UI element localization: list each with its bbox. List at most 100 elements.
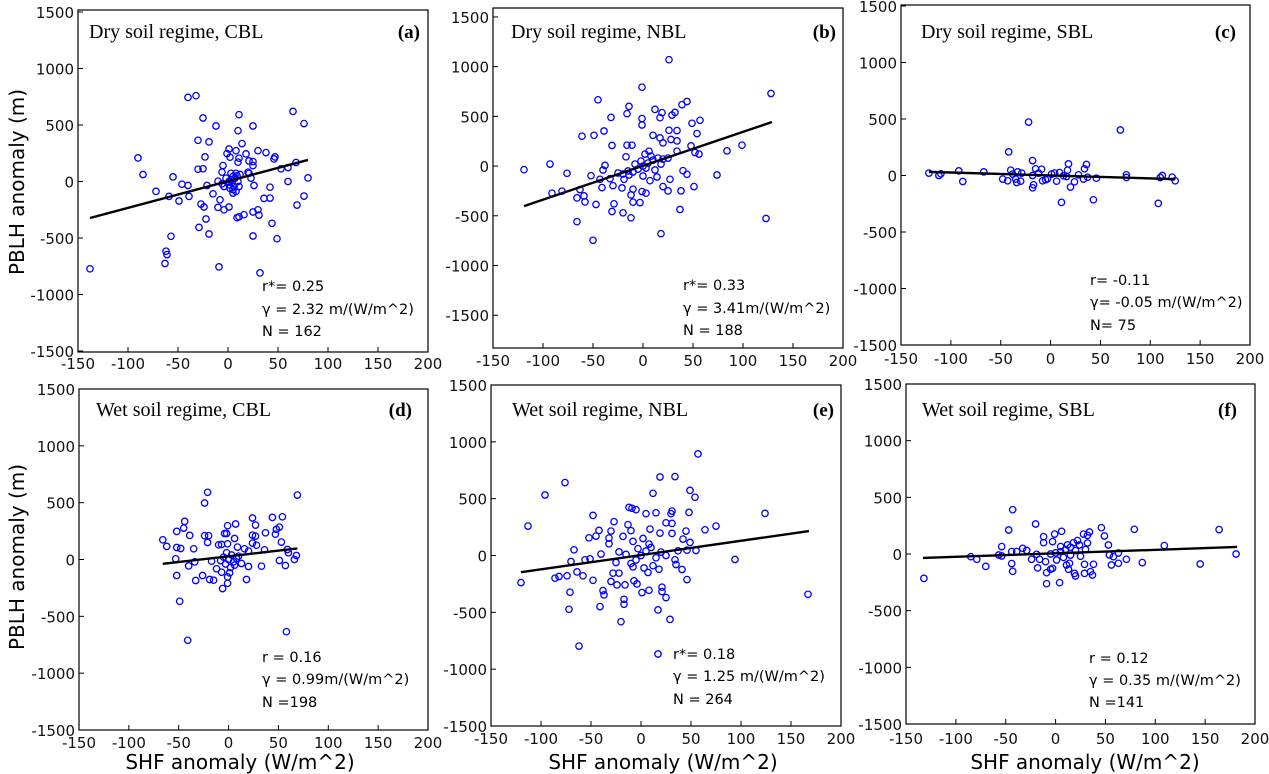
data-point [185, 531, 194, 540]
y-tick-label: -1000 [30, 287, 74, 305]
data-point [804, 590, 812, 599]
data-point [738, 141, 746, 150]
y-tick-label: 1500 [449, 377, 487, 395]
data-point [163, 250, 171, 259]
data-point [673, 126, 681, 135]
data-point [260, 194, 268, 203]
data-point [200, 203, 208, 211]
data-point [654, 650, 662, 658]
data-point [997, 542, 1006, 551]
data-point [262, 148, 270, 157]
data-point [226, 563, 235, 572]
x-tick-label: 50 [268, 355, 287, 373]
data-point [642, 189, 650, 198]
data-point [620, 600, 628, 609]
data-point [605, 539, 613, 548]
data-point [668, 529, 676, 538]
data-point [230, 561, 239, 570]
data-point [638, 121, 646, 129]
data-point [1116, 126, 1125, 134]
data-point [275, 523, 284, 531]
stat-annotation: r= -0.11 [1090, 273, 1150, 289]
data-point [621, 581, 629, 589]
data-point [185, 192, 193, 201]
data-point [268, 513, 277, 522]
x-tick-label: 100 [314, 355, 343, 373]
data-point [1042, 579, 1051, 588]
data-point [613, 581, 621, 589]
data-point [657, 229, 665, 238]
x-tick-label: -100 [526, 352, 560, 370]
data-point [652, 553, 660, 562]
data-point [223, 579, 232, 588]
y-tick-label: -500 [41, 608, 75, 626]
y-tick-label: -1500 [858, 716, 902, 734]
data-point [619, 208, 627, 217]
data-point [587, 171, 595, 180]
data-point [1196, 560, 1205, 568]
data-point [683, 97, 691, 106]
data-point [685, 508, 693, 517]
data-point [1024, 118, 1033, 126]
data-point [304, 174, 312, 182]
regression-line [922, 545, 1238, 560]
data-point [1059, 553, 1068, 562]
x-tick-label: -100 [112, 734, 146, 752]
y-tick-label: 1000 [37, 438, 75, 456]
data-point [731, 555, 739, 564]
data-point [161, 259, 169, 268]
stat-annotation: N =141 [1089, 695, 1144, 711]
data-point [666, 175, 674, 184]
data-point [645, 586, 653, 595]
data-point [575, 642, 583, 650]
x-tick-label: 100 [314, 734, 343, 752]
data-point [762, 214, 770, 223]
panel-title: Dry soil regime, SBL [921, 21, 1093, 43]
data-point [667, 135, 675, 144]
data-point [628, 504, 636, 513]
data-point [639, 534, 647, 543]
y-tick-label: 1500 [859, 0, 897, 16]
data-point [646, 525, 654, 533]
data-point [664, 187, 672, 195]
data-point [189, 544, 198, 553]
data-point [172, 543, 181, 552]
x-tick-label: 0 [636, 730, 646, 748]
data-point [688, 119, 696, 128]
data-point [605, 534, 613, 542]
data-point [248, 514, 257, 522]
data-point [201, 153, 209, 161]
data-point [979, 168, 988, 176]
data-point [200, 531, 209, 540]
data-point [592, 200, 600, 209]
stat-annotation: r = 0.16 [262, 650, 322, 666]
data-point [615, 548, 623, 556]
data-point [597, 550, 605, 558]
x-tick-label: 50 [1091, 350, 1110, 368]
data-point [598, 183, 606, 192]
x-axis-label: SHF anomaly (W/m^2) [548, 750, 777, 774]
data-point [573, 217, 581, 226]
y-tick-label: -500 [453, 604, 487, 622]
data-point [184, 562, 193, 570]
data-point [223, 539, 232, 548]
data-point [600, 127, 608, 135]
data-point [573, 194, 581, 202]
x-tick-label: 150 [1191, 730, 1220, 748]
data-point [231, 520, 240, 528]
data-point [1031, 520, 1040, 528]
y-tick-label: 0 [892, 546, 902, 564]
x-tick-label: 100 [1141, 730, 1170, 748]
data-point [234, 158, 242, 167]
data-point [625, 102, 633, 111]
data-point [920, 574, 928, 583]
data-point [636, 198, 644, 207]
data-point [589, 576, 597, 585]
data-point [1080, 560, 1089, 569]
data-point [217, 568, 226, 577]
data-point [162, 247, 170, 256]
x-tick-label: 150 [364, 734, 393, 752]
data-point [620, 175, 628, 184]
data-point [250, 181, 258, 190]
